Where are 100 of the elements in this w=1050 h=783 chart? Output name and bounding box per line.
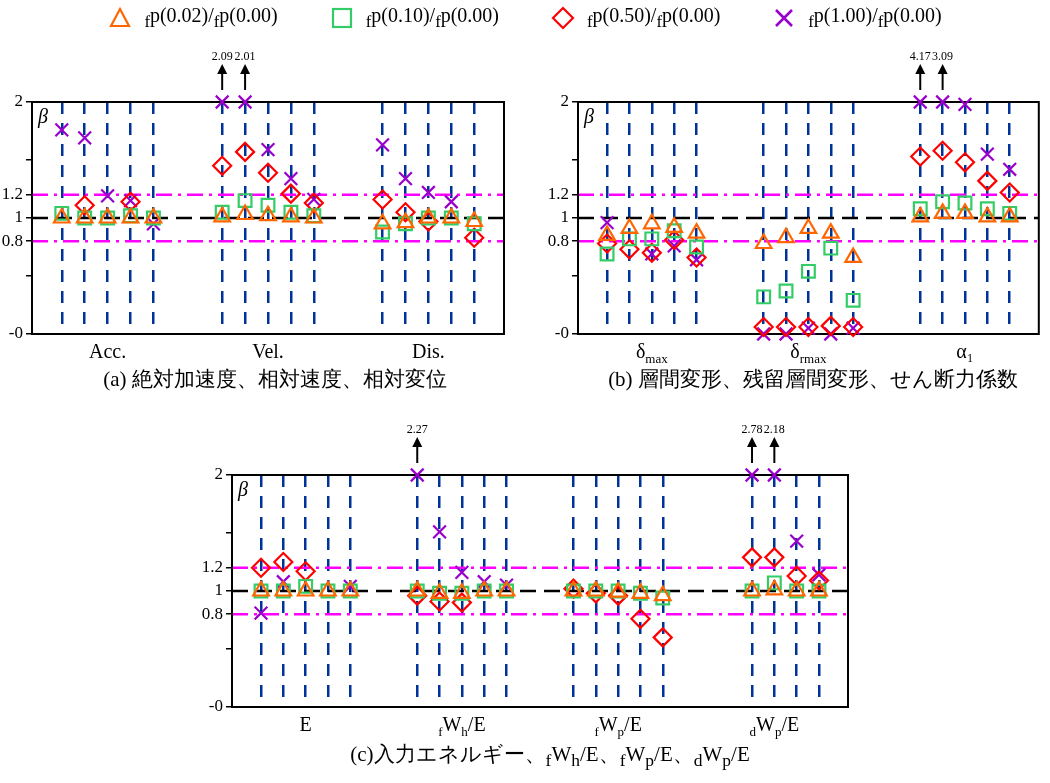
text: 2.01	[234, 49, 256, 63]
y-tick-label: 1	[560, 207, 569, 227]
point	[260, 197, 276, 213]
point	[912, 201, 928, 217]
point	[420, 185, 436, 200]
point	[280, 183, 302, 204]
point	[744, 467, 760, 483]
y-tick-label: 2	[14, 91, 23, 111]
point	[454, 564, 470, 580]
point	[689, 239, 705, 255]
point	[844, 247, 863, 264]
point	[932, 140, 953, 161]
y-tick-label: 2	[214, 464, 223, 484]
x-tick-label: Acc.	[89, 340, 127, 362]
text: 2.09	[211, 49, 233, 63]
chart-title: (c)入力エネルギー、$_{f}$W$_{h}$/E、$_{f}$W$_{p}$/E、$_{d}$W$_{p}$/E	[350, 742, 750, 771]
annotation: β	[237, 478, 248, 502]
point	[912, 94, 928, 110]
point	[775, 316, 797, 338]
point	[74, 195, 95, 216]
point	[741, 547, 763, 568]
legend-label: $_{f}$p(1.00)/$_{f}$p(0.00)	[808, 4, 942, 32]
y-tick-label: 1.2	[1, 184, 23, 204]
point	[398, 171, 413, 187]
point	[799, 218, 818, 235]
point	[619, 239, 640, 260]
point	[375, 224, 391, 240]
point	[756, 289, 772, 305]
point	[608, 585, 629, 606]
point	[236, 204, 254, 221]
point	[1002, 161, 1018, 177]
point	[808, 570, 830, 591]
point	[655, 590, 671, 606]
point	[295, 561, 316, 582]
point	[977, 170, 998, 191]
annotation: β	[583, 105, 594, 129]
point	[664, 229, 685, 251]
x-tick-label: α₁	[956, 340, 974, 362]
point	[77, 130, 93, 146]
point	[465, 211, 484, 228]
point	[644, 231, 660, 247]
x-tick-label: Dis.	[412, 340, 445, 362]
point	[686, 247, 707, 268]
y-tick-label: 0.8	[1, 230, 23, 250]
point	[372, 189, 393, 210]
point	[398, 216, 413, 232]
point	[954, 152, 976, 173]
point	[212, 155, 233, 176]
point	[464, 227, 485, 248]
y-tick-label: 2	[560, 91, 569, 111]
point	[910, 146, 931, 167]
point	[935, 94, 951, 110]
text: (a) 絶対加速度、相対速度、相対変位	[102, 366, 448, 393]
y-tick-label: 1	[14, 207, 23, 227]
point	[786, 565, 807, 587]
y-tick-label: 1	[214, 580, 223, 600]
point	[432, 524, 448, 540]
point	[234, 141, 256, 162]
y-tick-label: -0	[208, 696, 223, 716]
point	[283, 171, 299, 187]
point	[666, 223, 682, 239]
y-tick-label: 1.2	[201, 557, 223, 577]
point	[407, 585, 428, 606]
point	[979, 201, 995, 217]
point	[214, 94, 230, 110]
point	[766, 575, 782, 591]
text: 4.17	[909, 49, 931, 63]
point	[652, 627, 673, 648]
point	[766, 467, 782, 483]
point	[630, 608, 651, 629]
text: 2.78	[741, 422, 763, 436]
point	[303, 192, 324, 214]
y-tick-label: 0.8	[547, 230, 569, 250]
point	[764, 547, 785, 568]
y-tick-label: 0.8	[201, 603, 223, 623]
point	[100, 188, 116, 204]
point	[754, 233, 773, 250]
point	[451, 592, 472, 613]
point	[237, 94, 253, 110]
point	[145, 216, 161, 232]
point	[596, 233, 618, 254]
legend-label: $_{f}$p(0.10)/$_{f}$p(0.00)	[365, 4, 499, 32]
text: (b) 層間変形、残留層間変形、せん断力係数	[607, 366, 1019, 393]
point	[396, 212, 415, 229]
annotation: β	[37, 105, 48, 129]
point	[418, 211, 439, 232]
text: 2.18	[763, 422, 785, 436]
point	[753, 316, 774, 338]
point	[957, 195, 973, 211]
point	[250, 557, 272, 578]
point	[935, 194, 951, 210]
point	[260, 142, 276, 158]
point	[429, 591, 450, 612]
point	[599, 215, 615, 231]
point	[257, 162, 279, 183]
x-tick-label: Vel.	[252, 340, 284, 362]
point	[54, 122, 70, 138]
point	[253, 605, 269, 621]
legend-label: $_{f}$p(0.50)/$_{f}$p(0.00)	[587, 4, 721, 32]
point	[778, 283, 794, 299]
